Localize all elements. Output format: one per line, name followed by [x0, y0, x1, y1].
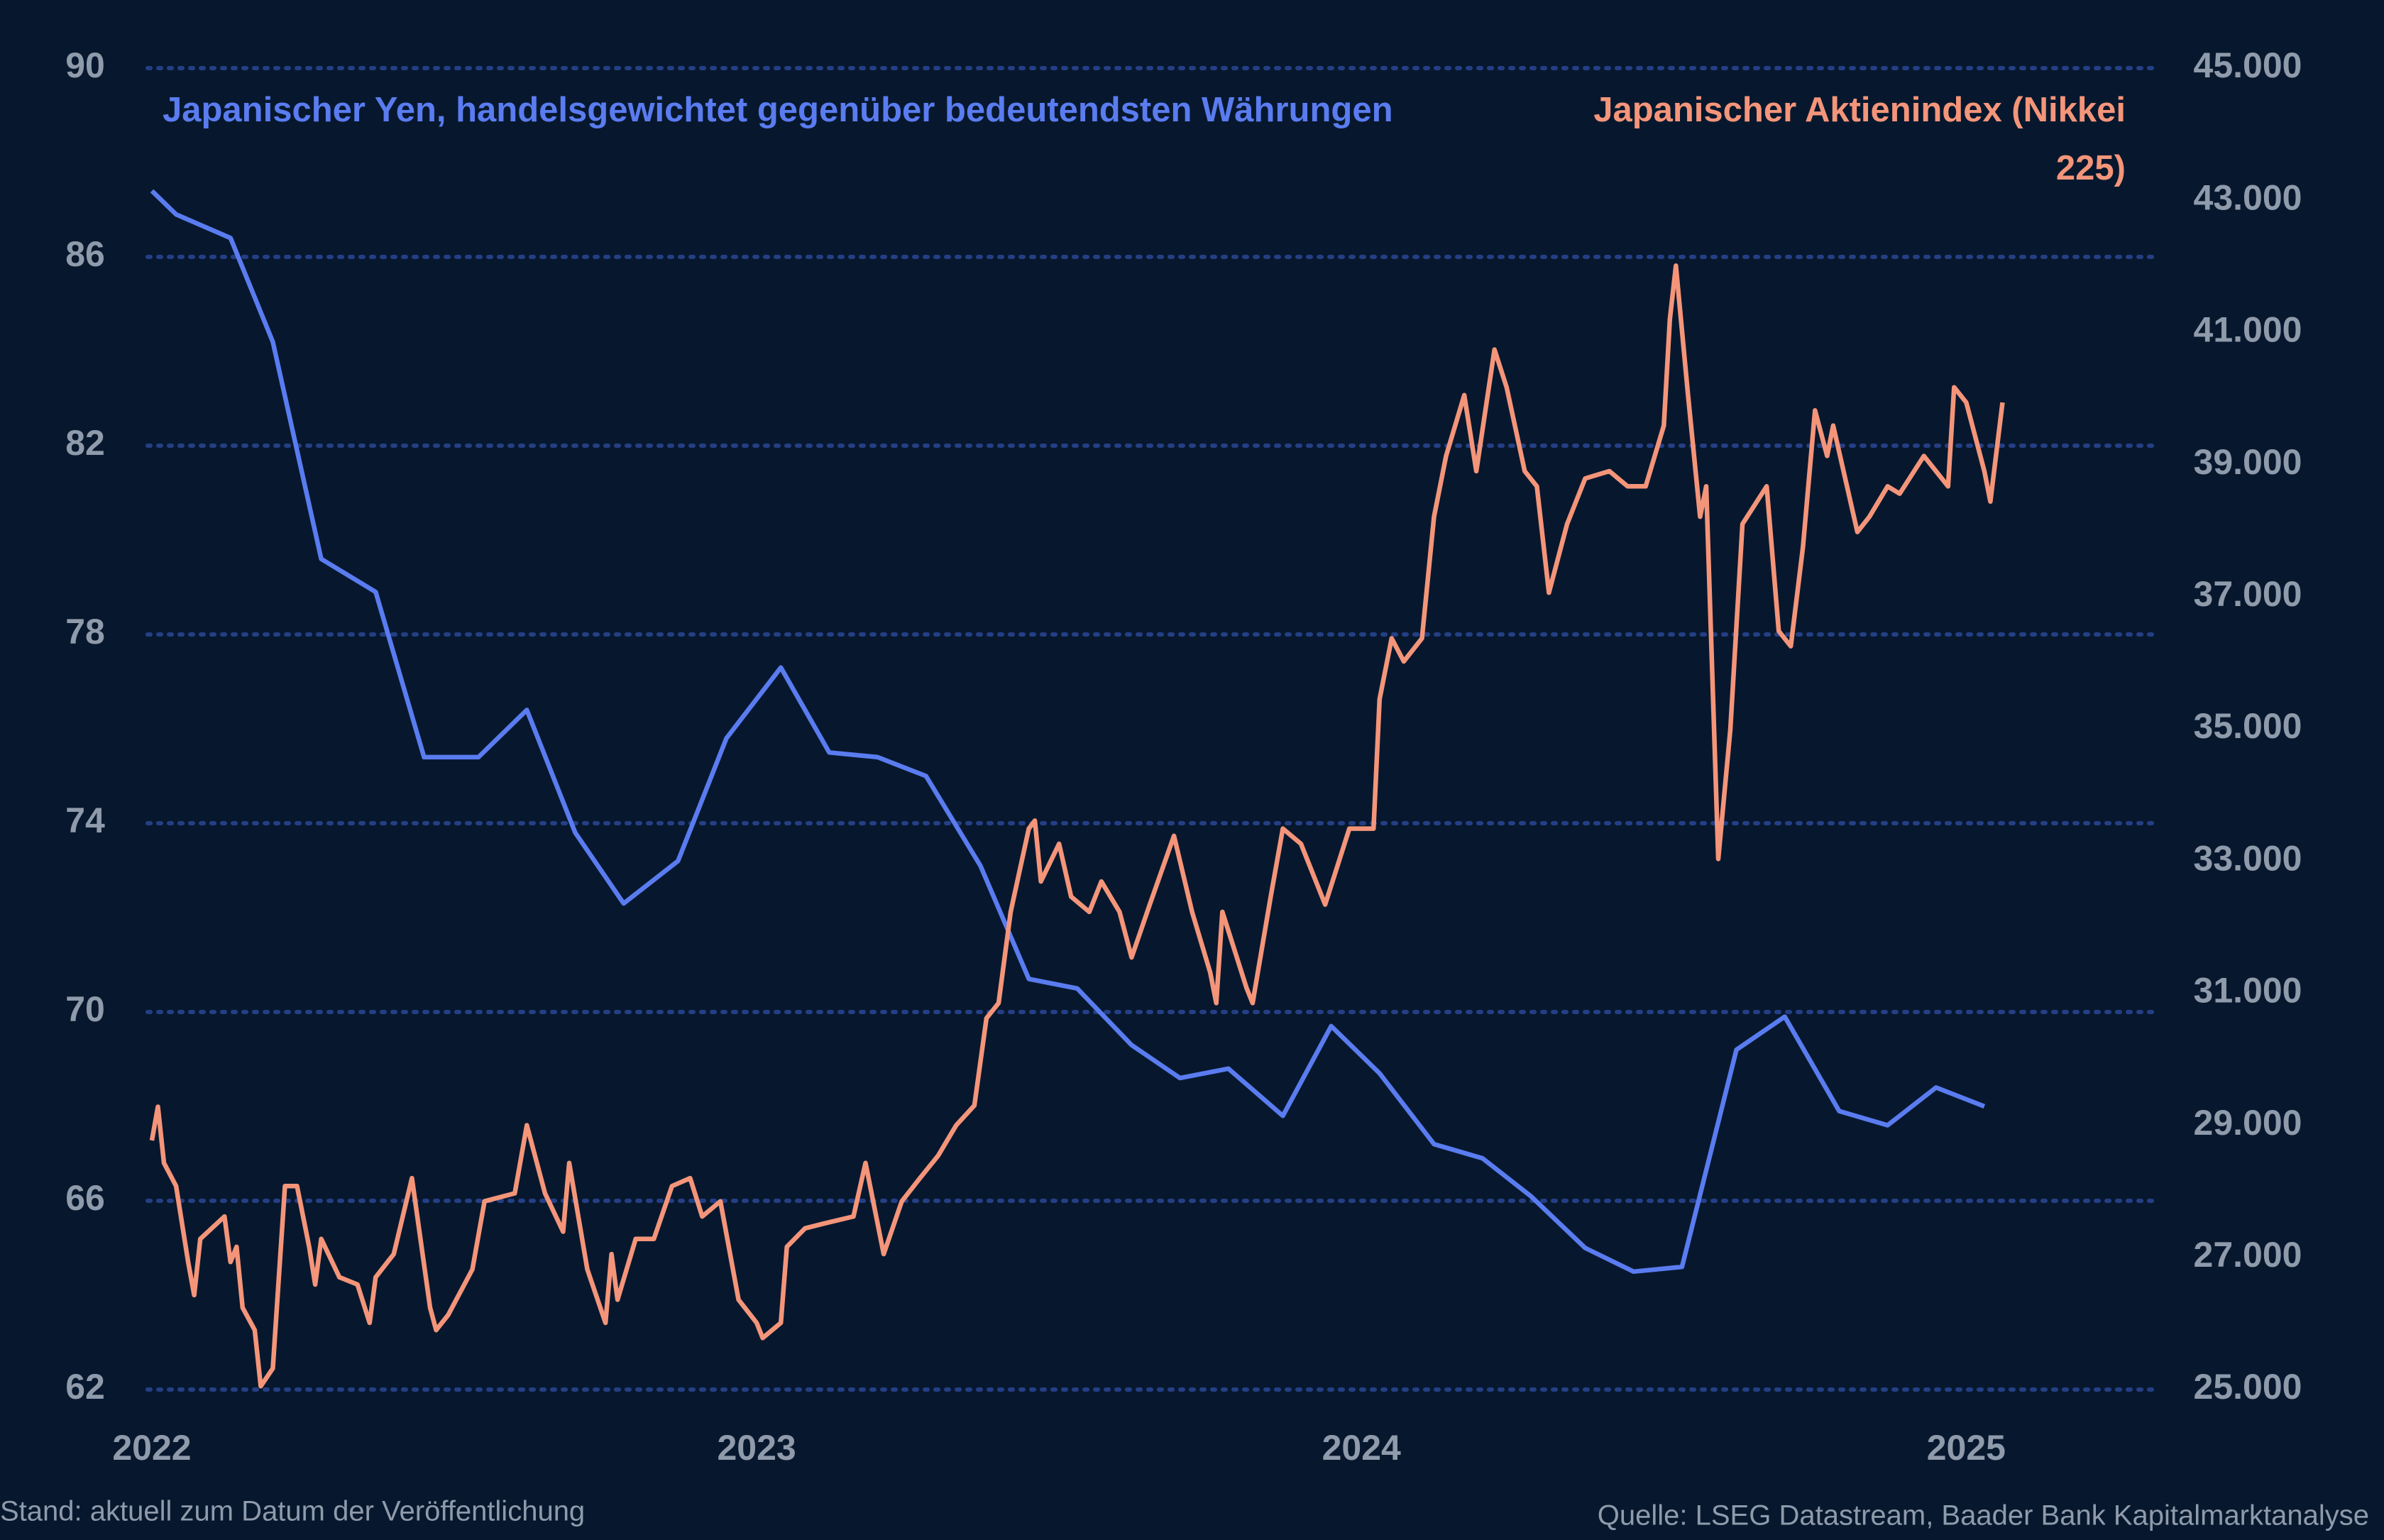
y2-tick-label: 27.000 [2194, 1235, 2302, 1275]
y2-tick-label: 37.000 [2194, 574, 2302, 614]
y-tick-label: 74 [65, 801, 105, 840]
y2-tick-label: 41.000 [2194, 310, 2302, 350]
y2-tick-label: 39.000 [2194, 442, 2302, 482]
y2-tick-label: 43.000 [2194, 177, 2302, 217]
y2-tick-label: 35.000 [2194, 706, 2302, 746]
y-tick-label: 90 [65, 45, 105, 85]
x-tick-label: 2025 [1927, 1428, 2006, 1468]
y2-tick-label: 45.000 [2194, 45, 2302, 85]
series-label: Japanischer Yen, handelsgewichtet gegenü… [163, 91, 1393, 129]
y-tick-label: 86 [65, 234, 105, 274]
x-tick-label: 2022 [112, 1428, 191, 1468]
series-line [150, 189, 1986, 1275]
y2-tick-label: 31.000 [2194, 971, 2302, 1011]
y2-tick-label: 29.000 [2194, 1103, 2302, 1143]
y2-tick-label: 33.000 [2194, 838, 2302, 878]
y-tick-label: 82 [65, 423, 105, 463]
y2-tick-label: 25.000 [2194, 1367, 2302, 1407]
y-tick-label: 70 [65, 989, 105, 1029]
source: Quelle: LSEG Datastream, Baader Bank Kap… [1598, 1500, 2369, 1531]
series-label: Japanischer Aktienindex (Nikkei 225) [1593, 91, 2126, 187]
y-tick-label: 78 [65, 612, 105, 651]
x-tick-label: 2023 [718, 1428, 796, 1468]
x-tick-label: 2024 [1322, 1428, 1401, 1468]
footnote: Stand: aktuell zum Datum der Veröffentli… [0, 1496, 585, 1527]
y-tick-label: 62 [65, 1367, 105, 1407]
series-line [149, 263, 2005, 1389]
y-tick-label: 66 [65, 1178, 105, 1218]
